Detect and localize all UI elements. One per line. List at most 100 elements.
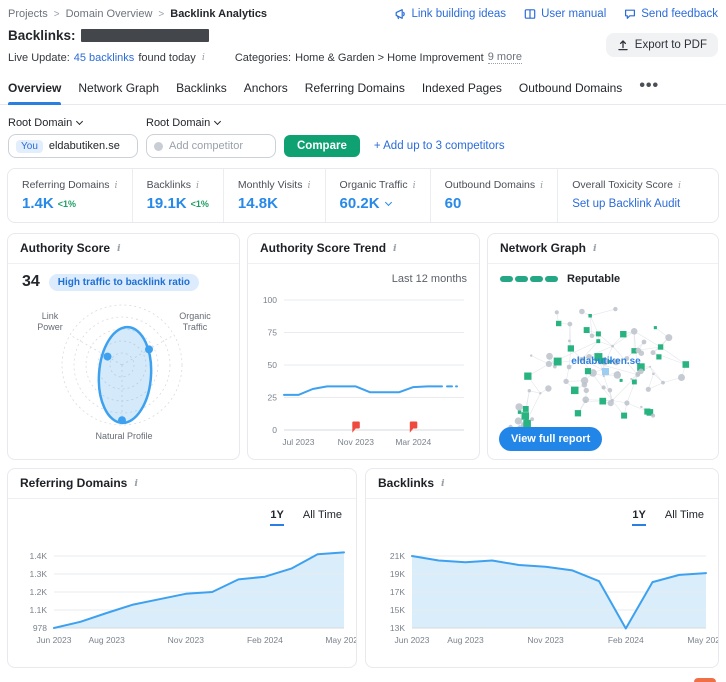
authority-score-value: 34 [22,273,40,291]
network-legend: Reputable [488,264,718,285]
svg-text:25: 25 [268,393,278,403]
svg-text:50: 50 [268,360,278,370]
metric-value: 14.8K [238,195,278,212]
card-title: Referring Domains [20,476,127,490]
report-tabs: Overview Network Graph Backlinks Anchors Ref… [0,77,726,105]
categories-more-link[interactable]: 9 more [488,51,522,64]
breadcrumb-item-domain-overview[interactable]: Domain Overview [66,8,153,20]
svg-text:May 2024: May 2024 [687,635,718,645]
tab-overview[interactable]: Overview [8,81,61,104]
card-title: Authority Score Trend [260,241,386,255]
svg-text:0: 0 [272,425,277,435]
tab-network-graph[interactable]: Network Graph [78,81,159,104]
info-icon[interactable]: i [540,180,543,191]
metric-value: 60.2K [340,195,380,212]
svg-text:1.1K: 1.1K [30,605,48,615]
info-icon[interactable]: i [393,243,397,254]
card-header: Backlinks i [366,469,718,499]
info-icon[interactable]: i [307,180,310,191]
breadcrumb-separator: > [158,9,164,20]
svg-text:Natural Profile: Natural Profile [95,431,152,441]
competitor-field[interactable] [146,134,276,158]
root-domain-dropdown-competitor[interactable]: Root Domain [146,117,284,129]
add-competitors-link[interactable]: + Add up to 3 competitors [374,140,505,152]
chat-widget-sliver[interactable] [694,678,716,682]
svg-text:100: 100 [263,295,277,305]
page-title: Backlinks: [8,28,76,43]
tab-backlinks[interactable]: Backlinks [176,81,227,104]
card-header: Authority Score i [8,234,239,264]
breadcrumb-item-projects[interactable]: Projects [8,8,48,20]
set-up-backlink-audit-link[interactable]: Set up Backlink Audit [572,198,680,210]
svg-text:75: 75 [268,328,278,338]
link-label: User manual [541,8,606,20]
svg-text:Jun 2023: Jun 2023 [395,635,430,645]
svg-text:1.3K: 1.3K [30,569,48,579]
metric-delta: <1% [58,199,76,209]
you-badge: You [16,140,43,153]
info-icon[interactable]: i [117,243,121,254]
chevron-down-icon[interactable] [385,198,392,205]
tab-indexed-pages[interactable]: Indexed Pages [422,81,502,104]
svg-text:1.4K: 1.4K [30,551,48,561]
cards-row-top: Authority Score i 34 High traffic to bac… [7,233,719,460]
user-manual-link[interactable]: User manual [524,8,606,20]
link-label: Send feedback [641,8,718,20]
svg-text:978: 978 [33,623,47,633]
info-icon[interactable]: i [413,180,416,191]
live-update-backlinks-link[interactable]: 45 backlinks [74,52,135,64]
info-icon[interactable]: i [202,52,205,63]
send-feedback-link[interactable]: Send feedback [624,8,718,20]
info-icon[interactable]: i [678,180,681,191]
link-building-ideas-link[interactable]: Link building ideas [394,8,506,20]
info-icon[interactable]: i [441,478,445,489]
link-label: Link building ideas [411,8,506,20]
card-header: Authority Score Trend i [248,234,479,264]
svg-text:Aug 2023: Aug 2023 [447,635,484,645]
info-icon[interactable]: i [134,478,138,489]
scope-selectors: Root Domain Root Domain [8,117,718,129]
info-icon[interactable]: i [593,243,597,254]
info-icon[interactable]: i [196,180,199,191]
you-domain-value: eldabutiken.se [49,140,120,152]
header-links: Link building ideas User manual Send feedb… [394,8,718,20]
metric-value: 1.4K [22,195,54,212]
tab-outbound-domains[interactable]: Outbound Domains [519,81,622,104]
compare-button[interactable]: Compare [284,135,360,157]
tab-anchors[interactable]: Anchors [244,81,288,104]
card-title: Network Graph [500,241,586,255]
svg-text:Mar 2024: Mar 2024 [395,437,431,447]
authority-score-trend-card: Authority Score Trend i Last 12 months 0… [247,233,480,460]
you-domain-field[interactable]: You eldabutiken.se [8,134,138,158]
megaphone-icon [394,8,406,20]
legend-label: Reputable [567,273,620,285]
export-to-pdf-button[interactable]: Export to PDF [606,33,718,57]
root-domain-dropdown-you[interactable]: Root Domain [8,117,146,129]
competitor-dot-icon [154,142,163,151]
add-competitor-input[interactable] [169,140,268,152]
export-button-label: Export to PDF [635,39,707,51]
svg-text:17K: 17K [390,587,405,597]
top-bar: Projects>Domain Overview>Backlink Analyt… [8,8,718,20]
tabs-more-button[interactable]: ••• [639,77,659,104]
legend-segment [500,276,513,282]
tab-referring-domains[interactable]: Referring Domains [305,81,405,104]
view-full-report-button[interactable]: View full report [499,427,602,451]
network-graph-visualization: eldabutiken.se [488,292,718,444]
svg-text:Nov 2023: Nov 2023 [527,635,564,645]
card-header: Referring Domains i [8,469,356,499]
svg-text:Jul 2023: Jul 2023 [282,437,314,447]
info-icon[interactable]: i [115,180,118,191]
